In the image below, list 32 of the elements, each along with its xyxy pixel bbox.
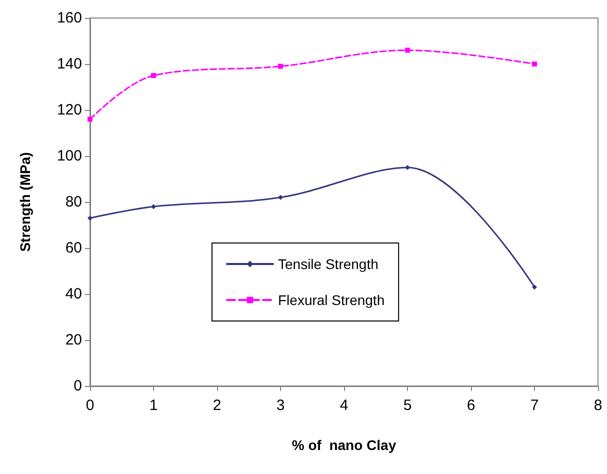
legend-label: Tensile Strength (278, 256, 378, 272)
y-tick-label: 20 (65, 332, 82, 348)
point (151, 204, 156, 210)
y-tick-label: 0 (74, 378, 82, 394)
point (88, 116, 92, 122)
point (151, 73, 156, 78)
point (405, 165, 410, 170)
x-axis-title: % of nano Clay (292, 437, 396, 453)
y-tick-label: 40 (65, 286, 82, 302)
point (278, 194, 283, 200)
y-tick-label: 80 (65, 194, 82, 210)
x-tick-label: 4 (340, 397, 348, 414)
y-tick-label: 160 (56, 10, 82, 26)
x-tick-label: 7 (530, 397, 539, 414)
x-tick-label: 3 (276, 397, 285, 414)
y-tick-label: 120 (56, 102, 82, 118)
y-tick-label: 140 (56, 56, 82, 72)
x-tick-label: 1 (149, 397, 158, 414)
point (405, 48, 410, 53)
point (278, 64, 283, 69)
y-tick-label: 60 (65, 240, 82, 256)
point (88, 216, 92, 221)
x-tick-label: 5 (403, 397, 412, 414)
x-tick-label: 6 (466, 397, 476, 414)
legend-label: Flexural Strength (278, 292, 385, 308)
x-tick-label: 0 (86, 397, 94, 414)
point (532, 62, 537, 66)
point (532, 284, 537, 290)
x-tick-label: 2 (212, 397, 222, 414)
x-tick-label: 8 (594, 397, 602, 414)
y-axis-title: Strength (MPa) (17, 152, 33, 252)
y-tick-label: 100 (56, 148, 82, 164)
